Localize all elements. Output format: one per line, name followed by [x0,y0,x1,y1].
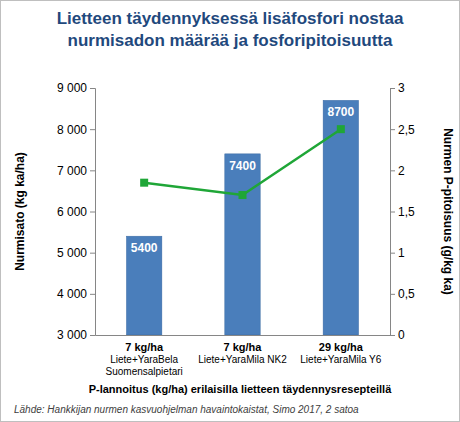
tick: 8 000 [57,123,95,137]
tick: 0 [390,328,405,342]
y-axis-title: Nurmisato (kg ka/ha) [13,152,27,271]
tick-label: 4 000 [57,287,87,301]
x-axis-line [96,335,391,336]
category-label: 7 kg/haLiete+YaraMila NK2 [198,341,287,365]
tick: 9 000 [57,81,95,95]
tick-label: 0 [398,328,405,342]
tick: 2,5 [390,123,415,137]
bar [323,100,358,335]
tick-mark [390,335,395,336]
tick-mark [90,212,95,213]
tick: 1,5 [390,205,415,219]
category-line: Suomensalpietari [106,366,183,377]
title-line: nurmisadon määrää ja fosforipitoisuutta [68,31,393,50]
tick: 6 000 [57,205,95,219]
x-axis-title: P-lannoitus (kg/ha) erilaisilla lietteen… [89,383,392,395]
tick-mark [390,212,395,213]
data-label: 8700 [327,105,354,119]
tick: 1 [390,246,405,260]
y2-axis-line [391,89,396,336]
title-line: Lietteen täydennyksessä lisäfosfori nost… [57,9,404,28]
tick-mark [390,253,395,254]
frame [1,1,460,422]
tick-mark [390,294,395,295]
category-line: Liete+YaraMila NK2 [198,354,287,365]
tick-label: 9 000 [57,81,87,95]
tick: 3 000 [57,328,95,342]
chart: Lietteen täydennyksessä lisäfosfori nost… [0,0,460,422]
category-line: 7 kg/ha [125,341,164,353]
tick-mark [90,88,95,89]
title: Lietteen täydennyksessä lisäfosfori nost… [57,9,404,50]
tick-mark [90,129,95,130]
tick-mark [390,129,395,130]
bar [126,236,161,335]
x-axis [96,335,391,337]
plot-area [126,100,358,335]
tick-label: 1 [398,246,405,260]
y-axis-line [90,89,96,336]
tick: 0,5 [390,287,415,301]
tick-label: 3 000 [57,328,87,342]
category-label: 29 kg/haLiete+YaraMila Y6 [300,341,382,365]
tick-label: 3 [398,81,405,95]
tick-label: 5 000 [57,246,87,260]
category-line: 7 kg/ha [224,341,263,353]
marker [337,125,345,133]
tick-mark [90,294,95,295]
y2-axis-title: Nurmen P-pitoisuus (g/kg ka) [441,128,455,295]
data-label: 7400 [229,159,256,173]
tick-label: 6 000 [57,205,87,219]
tick: 4 000 [57,287,95,301]
tick-label: 2,5 [398,123,415,137]
tick-mark [390,170,395,171]
marker [140,179,148,187]
y-axis: 3 000 4 000 5 000 6 000 7 000 8 000 9 000 [57,81,96,342]
tick-mark [90,253,95,254]
line [144,129,341,195]
tick-mark [90,170,95,171]
tick-label: 1,5 [398,205,415,219]
category-label: 7 kg/haLiete+YaraBelaSuomensalpietari [106,341,183,377]
tick: 2 [390,164,405,178]
tick: 5 000 [57,246,95,260]
category-line: Liete+YaraBela [110,354,178,365]
tick: 7 000 [57,164,95,178]
category-line: 29 kg/ha [319,341,364,353]
source: Lähde: Hankkijan nurmen kasvuohjelman ha… [14,404,359,415]
y2-axis: 0 0,5 1 1,5 2 2,5 3 [390,81,415,342]
category-line: Liete+YaraMila Y6 [300,354,382,365]
tick-mark [390,88,395,89]
data-label: 5400 [131,241,158,255]
tick-label: 0,5 [398,287,415,301]
data-labels: 5400 7400 8700 [131,105,355,255]
marker [239,191,247,199]
tick-label: 8 000 [57,123,87,137]
tick-label: 2 [398,164,405,178]
tick: 3 [390,81,405,95]
bar [225,154,260,335]
tick-mark [90,335,95,336]
tick-label: 7 000 [57,164,87,178]
